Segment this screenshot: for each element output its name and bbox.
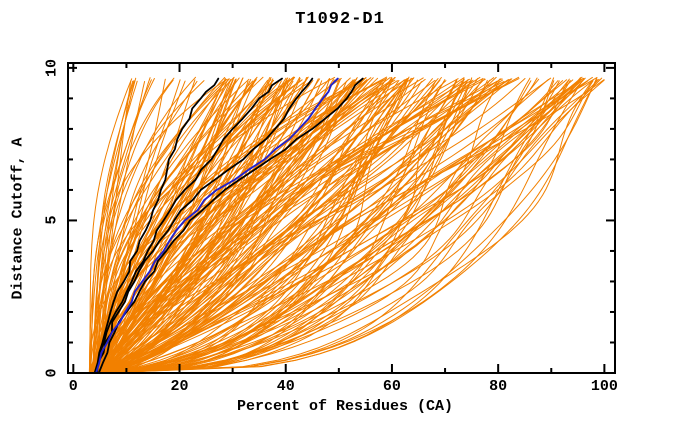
ensemble-curve: [97, 80, 564, 374]
ensemble-curve: [93, 78, 288, 374]
ensemble-curve: [90, 80, 294, 374]
ensemble-curve: [91, 80, 398, 374]
y-tick-label-0: 0: [43, 368, 61, 378]
ensemble-curve: [90, 77, 603, 374]
ensemble-curve: [93, 78, 321, 374]
ensemble-curve: [93, 81, 422, 374]
black-model-2: [94, 77, 283, 374]
ensemble-curve: [92, 78, 540, 374]
ensemble-curve: [88, 78, 133, 374]
ensemble-curve: [89, 79, 354, 374]
blue-reference-model: [95, 77, 339, 374]
ensemble-curve: [97, 79, 406, 374]
x-axis-label: Percent of Residues (CA): [236, 398, 454, 415]
y-tick-label-10: 10: [43, 58, 61, 77]
x-tick-label-80: 80: [489, 378, 508, 395]
y-tick-label-5: 5: [43, 215, 61, 225]
ensemble-curve: [92, 77, 151, 374]
ensemble-curve: [89, 80, 569, 374]
ensemble-curve: [99, 80, 593, 374]
black-model-1: [93, 77, 220, 374]
x-tick-label-40: 40: [276, 378, 295, 395]
x-tick-label-60: 60: [382, 378, 401, 395]
ensemble-curve: [102, 80, 447, 374]
ensemble-curve: [100, 80, 593, 374]
ensemble-curve: [100, 77, 584, 374]
ensemble-curve: [97, 79, 234, 374]
ensemble-curve: [98, 80, 500, 374]
ensemble-curves: [88, 76, 605, 374]
ensemble-curve: [103, 79, 354, 374]
ensemble-curve: [90, 78, 526, 374]
ensemble-curve: [100, 76, 393, 374]
ensemble-curve: [94, 76, 583, 374]
ensemble-curve: [90, 81, 288, 374]
ensemble-curve: [104, 77, 307, 374]
ensemble-curve: [95, 77, 538, 374]
highlight-curves: [93, 77, 364, 374]
x-tick-label-20: 20: [170, 378, 189, 395]
ensemble-curve: [93, 80, 205, 374]
black-model-3: [96, 77, 314, 374]
page-title: T1092-D1: [295, 10, 385, 29]
x-tick-label-0: 0: [68, 378, 78, 395]
ensemble-curve: [106, 77, 358, 374]
ensemble-curve: [100, 77, 372, 374]
y-axis-label: Distance Cutoff, A: [9, 137, 27, 300]
ensemble-curve: [94, 79, 571, 374]
ensemble-curve: [95, 78, 598, 374]
ensemble-curve: [98, 77, 598, 374]
ensemble-curve: [104, 78, 486, 374]
ensemble-curve: [88, 80, 138, 374]
ensemble-curve: [104, 79, 387, 374]
ensemble-curve: [101, 78, 570, 374]
ensemble-curve: [90, 79, 400, 374]
ensemble-curve: [106, 77, 235, 374]
ensemble-curve: [97, 77, 412, 374]
ensemble-curve: [95, 78, 407, 374]
ensemble-curve: [93, 79, 181, 374]
ensemble-curve: [97, 77, 585, 374]
ensemble-curve: [99, 78, 301, 374]
ensemble-curve: [95, 78, 465, 374]
ensemble-curve: [101, 78, 433, 374]
ensemble-curve: [98, 79, 174, 374]
ensemble-curve: [96, 76, 410, 374]
ensemble-curve: [99, 76, 196, 374]
ensemble-curve: [103, 78, 250, 374]
ensemble-curve: [98, 80, 498, 374]
ensemble-curve: [89, 77, 244, 374]
ensemble-curve: [92, 79, 504, 374]
ensemble-curve: [100, 80, 555, 374]
ensemble-curve: [98, 80, 589, 374]
ensemble-curve: [102, 78, 341, 374]
ensemble-curve: [95, 78, 486, 374]
ensemble-curve: [103, 79, 469, 374]
ensemble-curve: [101, 78, 319, 374]
ensemble-curve: [106, 77, 473, 374]
ensemble-curve: [100, 77, 552, 374]
ensemble-curve: [102, 79, 446, 374]
axes-frame: [67, 62, 616, 374]
x-tick-label-100: 100: [590, 378, 618, 395]
ensemble-curve: [97, 80, 532, 374]
ensemble-curve: [102, 79, 196, 374]
ensemble-curve: [95, 79, 408, 374]
